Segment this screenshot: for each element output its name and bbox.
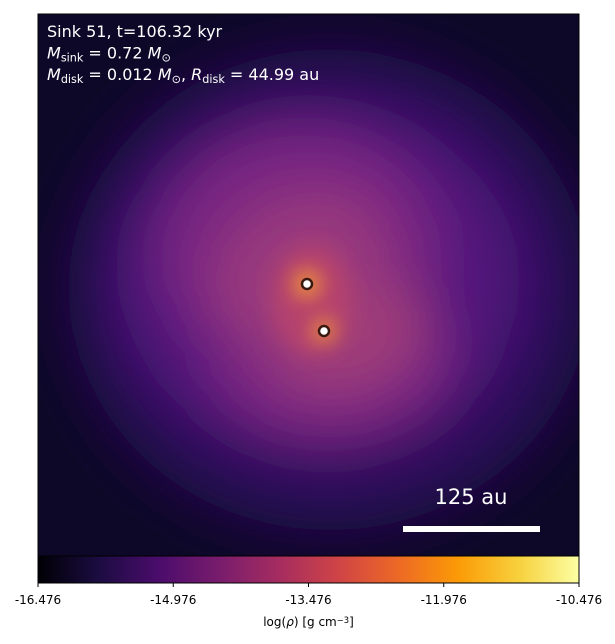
text-piece: disk xyxy=(61,73,84,86)
colorbar-ticks: -16.476 -14.976 -13.476 -11.976 -10.476 log(ρ… xyxy=(15,583,602,629)
text-piece: ρ xyxy=(286,615,294,629)
text-piece: = 44.99 au xyxy=(225,65,319,84)
text-piece: M xyxy=(148,44,162,63)
text-piece: R xyxy=(191,65,202,84)
text-piece: M xyxy=(158,65,172,84)
colorbar xyxy=(37,555,580,584)
tick-label: -14.976 xyxy=(150,593,196,607)
text-piece: , xyxy=(181,65,191,84)
density-map: 125 au xyxy=(38,14,579,556)
tick-label: -16.476 xyxy=(15,593,61,607)
annotation: Msink = 0.72 M⊙ xyxy=(47,44,171,65)
tick-label: -10.476 xyxy=(556,593,602,607)
text-piece: = 0.72 xyxy=(83,44,147,63)
text-piece: −3 xyxy=(337,615,349,625)
text-piece: disk xyxy=(202,73,225,86)
colorbar-label: log(ρ) [g cm−3] xyxy=(263,615,354,629)
text-piece: Sink 51, t=106.32 kyr xyxy=(47,22,223,41)
tick-label: -11.976 xyxy=(421,593,467,607)
text-piece: ⊙ xyxy=(172,73,181,86)
sink xyxy=(317,324,331,338)
scale-bar xyxy=(403,526,540,532)
tick-label: -13.476 xyxy=(285,593,331,607)
annotation: Mdisk = 0.012 M⊙, Rdisk = 44.99 au xyxy=(47,65,319,86)
text-piece: ) [g cm xyxy=(294,615,337,629)
text-piece: M xyxy=(47,65,61,84)
text-piece: M xyxy=(47,44,61,63)
text-piece: sink xyxy=(61,51,84,64)
text-piece: = 0.012 xyxy=(83,65,157,84)
annotation: Sink 51, t=106.32 kyr xyxy=(47,22,223,41)
sink xyxy=(300,277,314,291)
text-piece: log( xyxy=(263,615,286,629)
scale-bar-label: 125 au xyxy=(435,485,508,509)
text-piece: ⊙ xyxy=(161,51,170,64)
text-piece: ] xyxy=(349,615,354,629)
